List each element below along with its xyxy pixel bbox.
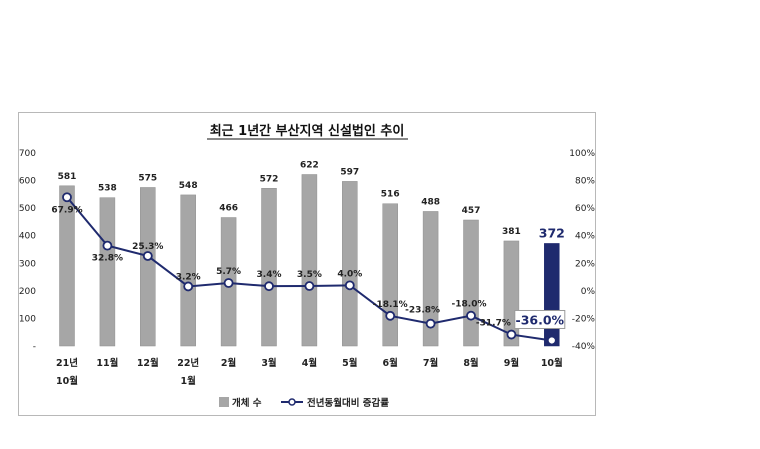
right-axis-tick-label: 40% — [575, 232, 595, 242]
bar-value-label: 457 — [462, 206, 481, 216]
x-axis-tick-label: 22년 — [177, 357, 199, 369]
bar — [140, 187, 156, 347]
line-value-label: 67.9% — [51, 205, 82, 215]
chart-frame: 최근 1년간 부산지역 신설법인 추이 700 600 500 400 300 200 10… — [18, 112, 596, 416]
left-axis-tick-label: 200 — [19, 287, 36, 297]
line-value-label: -36.0% — [516, 312, 565, 327]
bar-value-label: 597 — [340, 167, 359, 177]
line-point — [546, 335, 557, 346]
bar-value-label: 516 — [381, 190, 400, 200]
line-value-label: 3.4% — [257, 270, 282, 280]
right-axis: 100% 80% 60% 40% 20% 0% -20% -40% — [569, 149, 595, 352]
x-axis-tick-label: 1월 — [181, 375, 196, 387]
right-axis-tick-label: 60% — [575, 204, 595, 214]
left-axis-tick-label: 600 — [19, 177, 36, 187]
line-point — [264, 281, 274, 292]
line-value-label: -23.8% — [405, 306, 440, 316]
chart-title: 최근 1년간 부산지역 신설법인 추이 — [210, 123, 405, 139]
left-axis-tick-label: 100 — [19, 314, 36, 324]
line-point — [344, 280, 355, 291]
left-axis-tick-label: 700 — [19, 149, 36, 159]
highlight-label-box — [514, 309, 566, 329]
line-series — [62, 192, 557, 346]
line-point — [466, 310, 476, 321]
legend-line-label: 전년동월대비 증감률 — [307, 397, 389, 409]
bar-value-label: 488 — [421, 197, 440, 207]
x-axis-tick-label: 21년 — [56, 357, 78, 369]
right-axis-tick-label: -40% — [572, 342, 596, 352]
x-axis-tick-label: 11월 — [96, 357, 118, 369]
line-value-label: -18.1% — [373, 300, 408, 310]
left-axis-tick-label: - — [33, 342, 36, 352]
bar-value-labels: 581 538 575 548 466 572 622 597 516 488 457 381 372 — [58, 161, 565, 241]
bar — [301, 174, 318, 347]
x-axis-tick-label: 3월 — [261, 357, 276, 369]
legend-bar-label: 개체 수 — [232, 397, 262, 409]
left-axis-tick-label: 500 — [19, 204, 36, 214]
bar — [422, 211, 439, 347]
x-axis: 21년 10월 11월 12월 22년 1월 2월 3월 4월 5월 6월 7월 8월 9월 10월 — [56, 357, 563, 387]
x-axis-tick-label: 12월 — [137, 357, 159, 369]
bar-value-label: 622 — [300, 161, 319, 171]
bar — [59, 185, 75, 347]
bar-series — [59, 174, 560, 347]
left-axis-tick-label: 400 — [19, 232, 36, 242]
line-value-label: -18.0% — [452, 300, 487, 310]
right-axis-tick-label: 80% — [575, 177, 595, 187]
line-value-label: 32.8% — [92, 254, 123, 264]
line-point — [142, 251, 153, 261]
line-point — [62, 192, 72, 203]
line-value-label: -31.7% — [476, 319, 511, 329]
legend-bar-swatch — [219, 397, 229, 407]
bar-value-label: 548 — [179, 181, 198, 191]
bar-value-label: 372 — [539, 225, 565, 240]
x-axis-tick-label: 4월 — [302, 357, 317, 369]
line-point — [102, 240, 113, 251]
right-axis-tick-label: -20% — [572, 314, 596, 324]
line-value-label: 4.0% — [337, 269, 362, 279]
x-axis-tick-label: 8월 — [463, 357, 478, 369]
x-axis-tick-label: 9월 — [504, 357, 519, 369]
right-axis-tick-label: 20% — [575, 259, 595, 269]
bar — [544, 243, 560, 347]
x-axis-tick-label: 7월 — [423, 357, 438, 369]
line-value-label: 25.3% — [132, 242, 163, 252]
left-axis-tick-label: 300 — [19, 259, 36, 269]
bar — [99, 197, 116, 347]
line-point — [385, 310, 396, 321]
x-axis-tick-label: 10월 — [56, 375, 78, 387]
legend-line-marker — [288, 398, 296, 406]
right-axis-tick-label: 100% — [569, 149, 595, 159]
line-point — [183, 281, 194, 292]
bar — [382, 203, 398, 347]
chart-svg: 최근 1년간 부산지역 신설법인 추이 700 600 500 400 300 200 10… — [19, 123, 595, 409]
line-value-label: 3.5% — [297, 270, 322, 280]
line-point — [506, 329, 517, 340]
bar-value-label: 381 — [502, 227, 521, 237]
bar-value-label: 538 — [98, 184, 117, 194]
bar-value-label: 581 — [58, 172, 77, 182]
line-point — [304, 281, 315, 291]
x-axis-tick-label: 2월 — [221, 357, 236, 369]
bar — [342, 181, 358, 347]
line-value-label: 3.2% — [176, 272, 201, 282]
line-point — [425, 318, 436, 329]
bar-value-label: 575 — [138, 173, 157, 183]
bar-value-label: 466 — [219, 204, 238, 214]
line-point — [223, 278, 234, 288]
bar — [180, 194, 196, 347]
x-axis-tick-label: 5월 — [342, 357, 357, 369]
right-axis-tick-label: 0% — [581, 287, 596, 297]
x-axis-tick-label: 6월 — [383, 357, 398, 369]
bar-value-label: 572 — [260, 174, 279, 184]
bar — [261, 188, 277, 347]
line-value-labels: 67.9% 32.8% 25.3% 3.2% 5.7% 3.4% 3.5% 4.0% -18.1… — [51, 205, 566, 329]
x-axis-tick-label: 10월 — [541, 357, 563, 369]
left-axis: 700 600 500 400 300 200 100 - — [19, 149, 36, 352]
legend: 개체 수 전년동월대비 증감률 — [219, 397, 389, 409]
line-value-label: 5.7% — [216, 267, 241, 277]
